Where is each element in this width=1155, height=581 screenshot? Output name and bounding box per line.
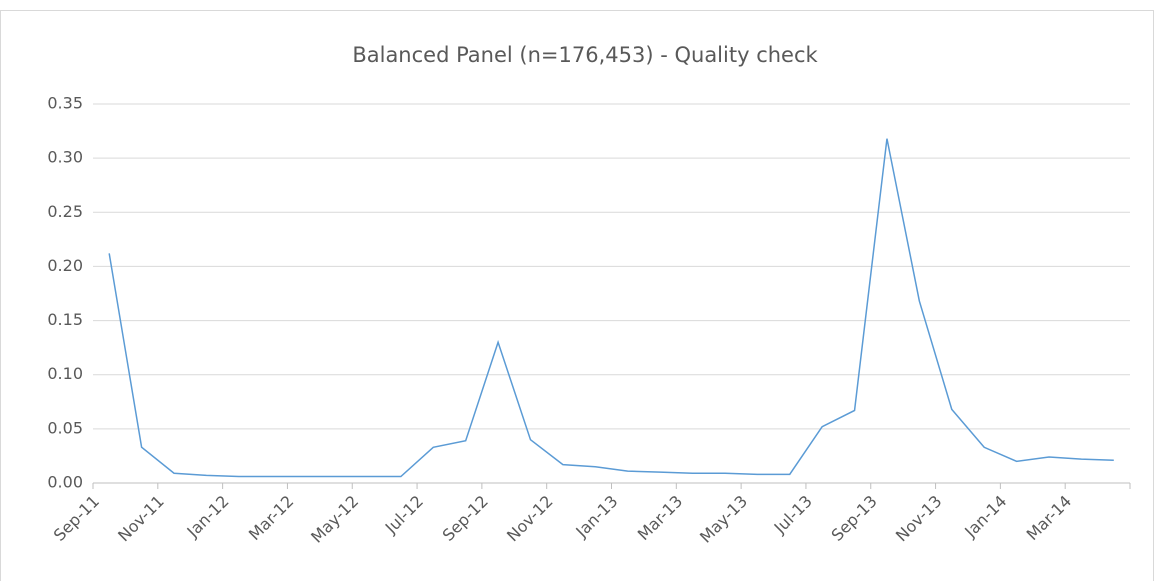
chart-title: Balanced Panel (n=176,453) - Quality che… <box>352 43 818 67</box>
y-tick-label: 0.25 <box>47 202 83 221</box>
y-tick-label: 0.10 <box>47 364 83 383</box>
y-tick-label: 0.35 <box>47 94 83 113</box>
chart-border <box>0 10 1154 581</box>
line-series <box>108 138 1114 478</box>
y-tick-label: 0.20 <box>47 256 83 275</box>
y-tick-label: 0.30 <box>47 148 83 167</box>
y-tick-label: 0.15 <box>47 310 83 329</box>
y-tick-label: 0.05 <box>47 418 83 437</box>
y-tick-label: 0.00 <box>47 473 83 492</box>
